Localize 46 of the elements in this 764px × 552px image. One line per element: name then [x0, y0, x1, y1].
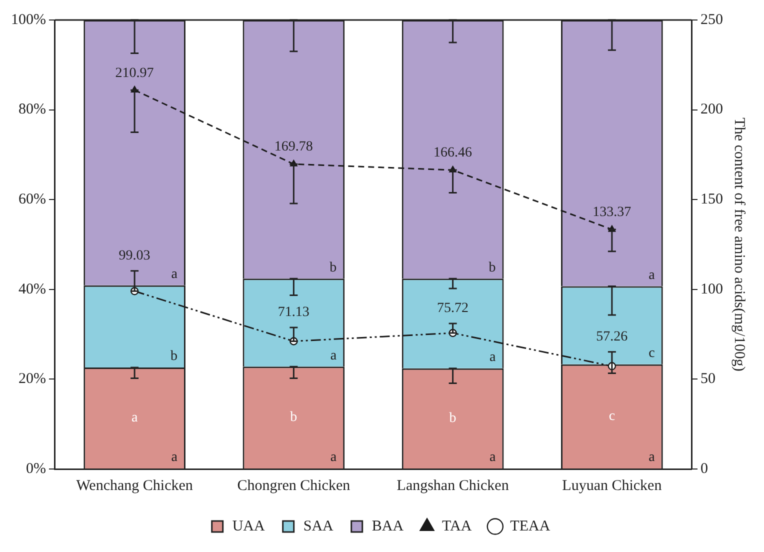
x-tick-label: Wenchang Chicken: [76, 478, 194, 494]
data-label: 57.26: [596, 330, 628, 345]
y-tick-label: 80%: [18, 102, 46, 118]
legend-label: BAA: [372, 518, 404, 534]
y-tick-label: 0%: [26, 460, 46, 477]
legend-label: TAA: [442, 518, 472, 534]
data-label: 169.78: [274, 140, 313, 155]
y2-tick-label: 200: [700, 102, 723, 118]
data-label: 210.97: [115, 66, 154, 81]
y2-tick-label: 0: [700, 460, 708, 477]
y-tick-label: 60%: [18, 192, 46, 208]
legend-label: TEAA: [510, 518, 550, 534]
data-label: 133.37: [592, 205, 632, 220]
y2-tick-label: 100: [700, 281, 723, 298]
annotation: a: [131, 410, 138, 426]
y-tick-label: 100%: [10, 12, 46, 28]
data-label: a: [648, 268, 656, 283]
y2-axis-title: The content of free amino acids(mg/100g): [731, 118, 748, 372]
data-label: c: [648, 346, 655, 362]
data-label: 75.72: [437, 301, 469, 316]
y2-tick-label: 250: [700, 12, 723, 28]
data-label: a: [648, 450, 656, 466]
data-label: a: [330, 348, 338, 364]
legend-label: SAA: [303, 518, 334, 534]
annotation: b: [449, 411, 456, 426]
legend-label: UAA: [232, 518, 266, 534]
data-label: a: [490, 450, 497, 466]
x-tick-label: Chongren Chicken: [237, 478, 351, 494]
annotation: b: [290, 410, 298, 426]
data-label: b: [488, 260, 496, 276]
data-label: b: [170, 349, 178, 364]
data-label: a: [171, 450, 178, 466]
data-label: 166.46: [434, 146, 472, 161]
y2-tick-label: 50: [700, 371, 716, 388]
y2-tick-label: 150: [700, 192, 723, 208]
data-label: b: [330, 260, 337, 276]
data-label: a: [490, 350, 497, 366]
annotation: c: [608, 409, 616, 424]
data-label: a: [171, 267, 178, 282]
y-tick-label: 20%: [18, 371, 46, 388]
data-label: 99.03: [118, 248, 150, 264]
x-tick-label: Luyuan Chicken: [562, 478, 662, 494]
data-label: a: [330, 450, 338, 466]
data-label: 71.13: [278, 305, 310, 320]
x-tick-label: Langshan Chicken: [396, 478, 510, 494]
y-tick-label: 40%: [18, 281, 46, 298]
